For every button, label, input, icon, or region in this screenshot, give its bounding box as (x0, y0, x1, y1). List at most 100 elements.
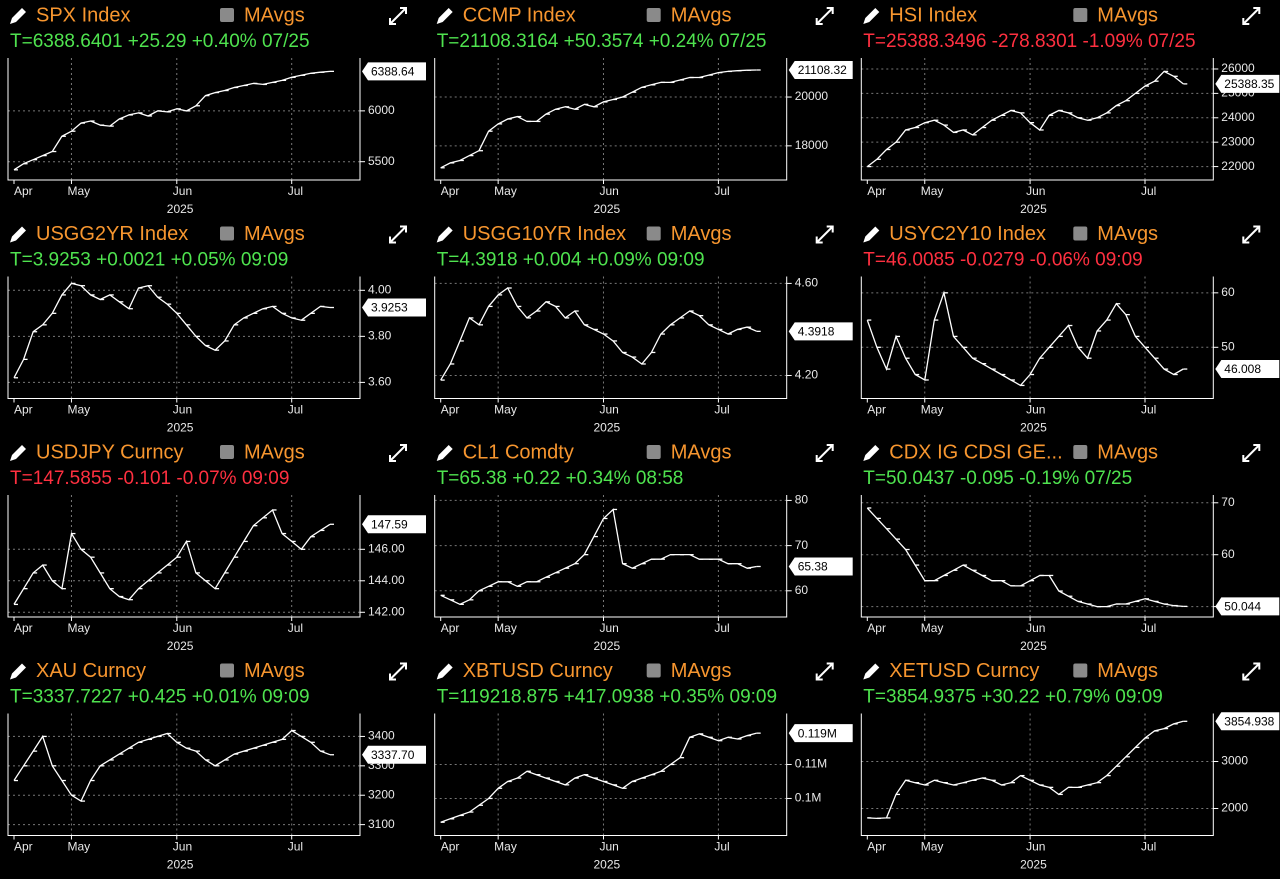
security-title[interactable]: SPX Index (36, 4, 131, 26)
edit-icon[interactable] (863, 445, 880, 461)
y-tick-label: 18000 (795, 138, 829, 152)
y-tick-label: 50 (1221, 339, 1235, 353)
mavgs-label[interactable]: MAvgs (244, 4, 305, 26)
mavgs-checkbox[interactable] (220, 445, 234, 459)
expand-icon[interactable] (389, 444, 407, 462)
x-tick-label: Jun (173, 403, 192, 417)
chart-panel: SPX Index MAvgs T=6388.6401 +25.29 +0.40% … (7, 4, 426, 216)
y-tick-label: 70 (1221, 495, 1235, 509)
last-value-tag (362, 745, 426, 764)
edit-icon[interactable] (863, 663, 880, 680)
edit-icon[interactable] (436, 226, 453, 243)
security-title[interactable]: CDX IG CDSI GE... (889, 441, 1062, 463)
chart-panel: CCMP Index MAvgs T=21108.3164 +50.3574 +0.… (434, 4, 853, 216)
security-title[interactable]: XAU Curncy (36, 660, 146, 682)
x-tick-label: May (67, 403, 90, 417)
edit-icon[interactable] (10, 226, 26, 243)
mavgs-label[interactable]: MAvgs (244, 660, 305, 682)
y-tick-label: 3400 (368, 729, 395, 743)
x-tick-label: Jul (714, 403, 729, 417)
year-label: 2025 (593, 202, 620, 216)
mavgs-checkbox[interactable] (646, 8, 661, 22)
security-title[interactable]: USDJPY Curncy (36, 441, 183, 463)
edit-icon[interactable] (436, 445, 453, 461)
mavgs-label[interactable]: MAvgs (1097, 4, 1158, 26)
x-tick-label: Apr (867, 184, 886, 198)
mavgs-checkbox[interactable] (1073, 8, 1088, 22)
price-line (867, 720, 1184, 820)
chart-panel: XBTUSD Curncy MAvgs T=119218.875 +417.0938… (434, 660, 853, 872)
x-tick-label: May (921, 184, 944, 198)
security-title[interactable]: CCMP Index (463, 4, 576, 26)
mavgs-checkbox[interactable] (646, 663, 661, 678)
plot-area (434, 58, 787, 180)
security-title[interactable]: USYC2Y10 Index (889, 223, 1046, 245)
mavgs-label[interactable]: MAvgs (1097, 441, 1158, 463)
mavgs-checkbox[interactable] (220, 8, 234, 22)
expand-icon[interactable] (1242, 7, 1261, 25)
x-tick-label: Jul (1141, 621, 1156, 635)
x-tick-label: Jun (1026, 840, 1045, 854)
mavgs-label[interactable]: MAvgs (671, 223, 732, 245)
x-tick-label: May (921, 840, 944, 854)
mavgs-label[interactable]: MAvgs (1097, 223, 1158, 245)
axis-frame (860, 276, 1214, 399)
y-tick-label: 22000 (1221, 159, 1255, 173)
edit-icon[interactable] (863, 226, 880, 243)
year-label: 2025 (167, 639, 194, 653)
mavgs-label[interactable]: MAvgs (1097, 660, 1158, 682)
edit-icon[interactable] (10, 663, 26, 680)
mavgs-checkbox[interactable] (220, 226, 234, 241)
security-title[interactable]: XBTUSD Curncy (463, 660, 613, 682)
y-tick-label: 4.00 (368, 282, 392, 296)
edit-icon[interactable] (436, 663, 453, 680)
expand-icon[interactable] (389, 662, 407, 681)
mavgs-checkbox[interactable] (1073, 663, 1088, 678)
security-title[interactable]: CL1 Comdty (463, 441, 574, 463)
x-tick-label: Jul (288, 840, 303, 854)
price-line (866, 507, 1184, 608)
x-tick-label: Jul (1141, 184, 1156, 198)
expand-icon[interactable] (1242, 662, 1261, 681)
expand-icon[interactable] (389, 225, 407, 244)
chart-panel: USGG2YR Index MAvgs T=3.9253 +0.0021 +0.05… (7, 223, 426, 435)
last-value-tag (788, 724, 853, 743)
x-tick-label: Jul (714, 621, 729, 635)
x-tick-label: Apr (867, 621, 886, 635)
security-title[interactable]: USGG10YR Index (463, 223, 626, 245)
edit-icon[interactable] (436, 8, 453, 24)
x-tick-label: Apr (441, 184, 460, 198)
chart-panel: CL1 Comdty MAvgs T=65.38 +0.22 +0.34% 08:5… (434, 441, 853, 653)
axis-frame (434, 58, 788, 181)
x-tick-label: Apr (14, 403, 33, 417)
mavgs-checkbox[interactable] (646, 445, 661, 459)
security-title[interactable]: HSI Index (889, 4, 977, 26)
expand-icon[interactable] (815, 662, 834, 681)
mavgs-label[interactable]: MAvgs (244, 223, 305, 245)
mavgs-checkbox[interactable] (646, 226, 661, 241)
x-tick-label: Apr (14, 621, 33, 635)
year-label: 2025 (593, 639, 620, 653)
mavgs-checkbox[interactable] (220, 663, 234, 678)
security-title[interactable]: XETUSD Curncy (889, 660, 1039, 682)
expand-icon[interactable] (1242, 225, 1261, 244)
mavgs-label[interactable]: MAvgs (671, 660, 732, 682)
security-title[interactable]: USGG2YR Index (36, 223, 188, 245)
edit-icon[interactable] (10, 445, 26, 461)
y-tick-label: 3.60 (368, 375, 392, 389)
edit-icon[interactable] (10, 8, 26, 24)
mavgs-checkbox[interactable] (1073, 226, 1088, 241)
mavgs-label[interactable]: MAvgs (671, 4, 732, 26)
plot-area (861, 713, 1214, 836)
edit-icon[interactable] (863, 8, 880, 24)
mavgs-label[interactable]: MAvgs (671, 441, 732, 463)
price-line (440, 69, 757, 169)
mavgs-label[interactable]: MAvgs (244, 441, 305, 463)
expand-icon[interactable] (815, 444, 834, 462)
expand-icon[interactable] (815, 225, 834, 244)
mavgs-checkbox[interactable] (1073, 445, 1088, 459)
expand-icon[interactable] (815, 7, 834, 25)
expand-icon[interactable] (1242, 444, 1261, 462)
x-tick-label: Apr (441, 403, 460, 417)
expand-icon[interactable] (389, 7, 407, 25)
